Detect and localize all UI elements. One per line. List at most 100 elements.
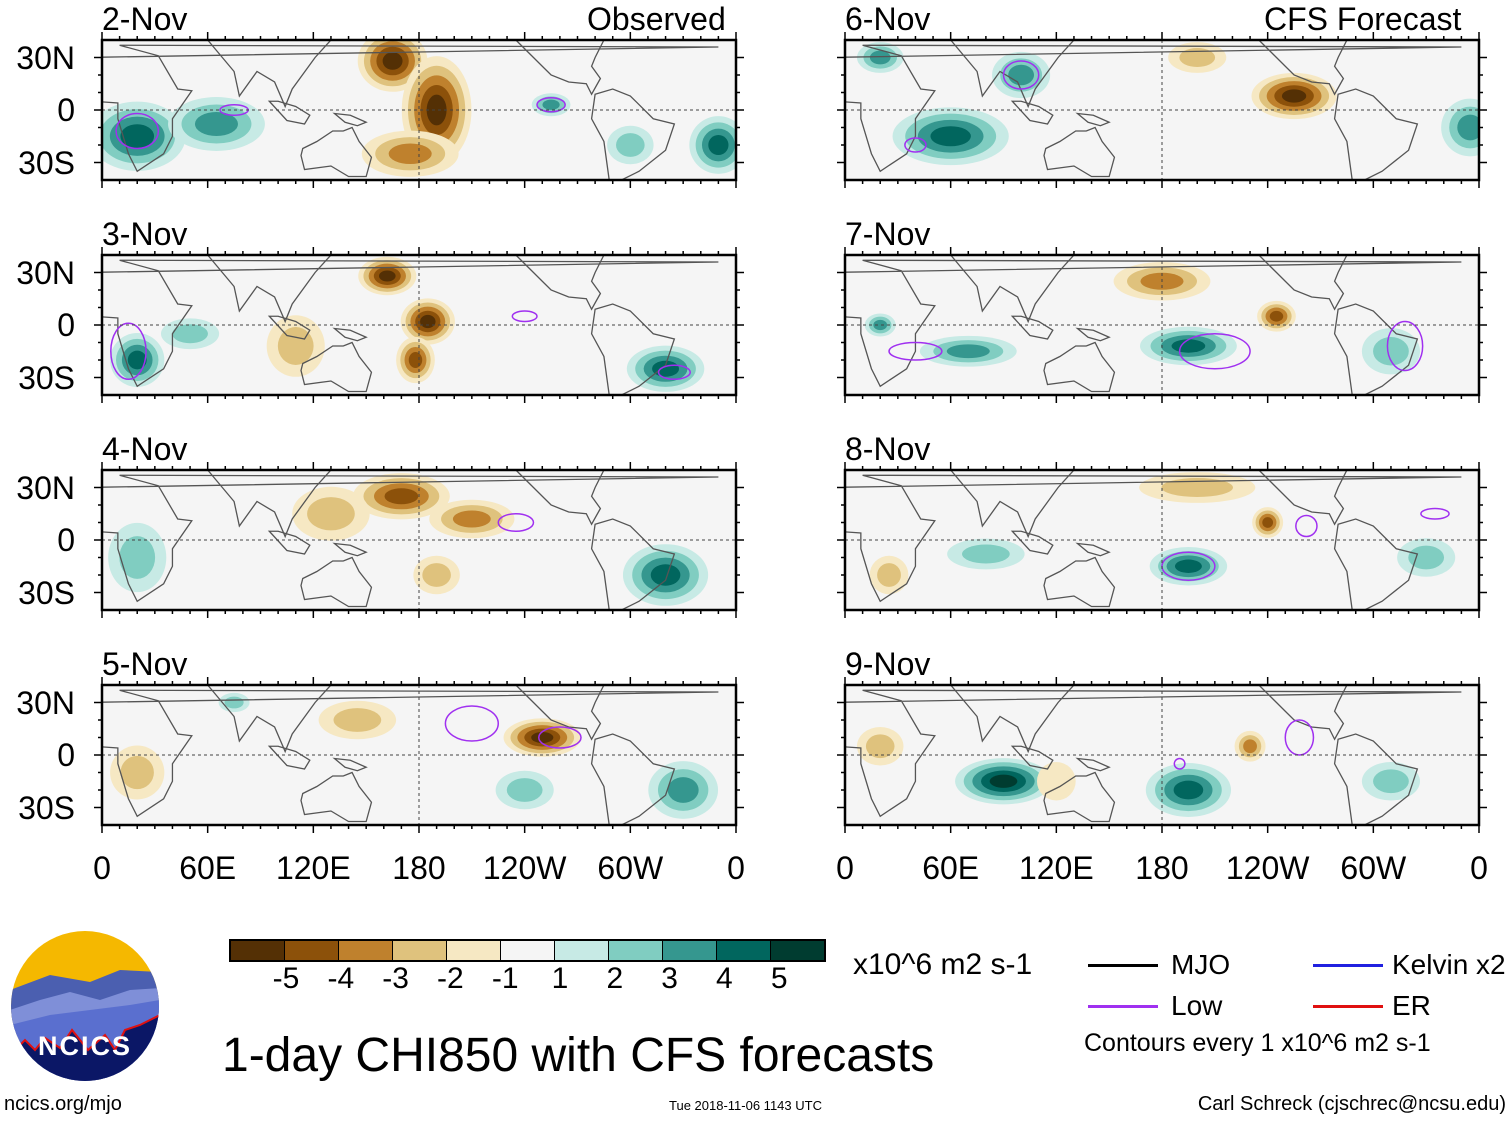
low-contour (444, 705, 500, 742)
anomaly-blob (1174, 559, 1202, 573)
anomaly-blob (426, 94, 447, 126)
coastline (1075, 757, 1111, 772)
colorbar-swatch (555, 941, 609, 960)
lon-label: 0 (93, 850, 111, 886)
anomaly-blob (542, 99, 560, 110)
legend-kelvin-label: Kelvin x2 (1392, 949, 1506, 980)
coastline (300, 771, 373, 823)
coastline (897, 40, 1075, 109)
coastline (1257, 255, 1348, 311)
lon-label: 0 (727, 850, 745, 886)
anomaly-blob (1281, 89, 1307, 103)
ncics-url[interactable]: ncics.org/mjo (4, 1093, 122, 1115)
lon-label: 60W (597, 850, 664, 886)
anomaly-blob (531, 732, 554, 743)
anomaly-blob (1173, 780, 1204, 800)
svg-text:NCICS: NCICS (38, 1031, 132, 1061)
coastline (1043, 341, 1116, 393)
low-contour (497, 513, 535, 532)
low-contour (110, 322, 147, 380)
anomaly-blob (172, 324, 208, 344)
panel-date-title: 5-Nov (102, 646, 188, 682)
low-contour (1002, 60, 1040, 90)
anomaly-blob (1161, 478, 1233, 497)
colorbar (229, 939, 826, 962)
lat-label: 30N (16, 469, 75, 506)
panel-date-title: 7-Nov (845, 216, 931, 252)
colorbar-swatch (663, 941, 717, 960)
coastline (267, 530, 311, 555)
colorbar-tick-label: -5 (272, 962, 300, 995)
lon-label: 120W (482, 850, 567, 886)
lon-label: 120E (275, 850, 351, 886)
anomaly-blob (1408, 545, 1445, 570)
panel-date-title: 4-Nov (102, 431, 188, 467)
coastline (1043, 771, 1116, 823)
anomaly-blob (1171, 339, 1206, 353)
colorbar-swatch (447, 941, 501, 960)
map-panel-2-Nov (94, 32, 744, 188)
lon-label: 60E (922, 850, 980, 886)
coastline (845, 44, 1462, 173)
ncics-logo: NCICS (11, 931, 159, 1081)
coastline (332, 757, 368, 772)
legend-mjo-label: MJO (1171, 949, 1231, 980)
lon-label: 120W (1225, 850, 1310, 886)
coastline (1257, 40, 1348, 96)
lat-label: 0 (57, 737, 75, 773)
map-panel-6-Nov (837, 32, 1487, 188)
figure-title: 1-day CHI850 with CFS forecasts (222, 1029, 935, 1082)
lat-label: 30N (16, 39, 75, 76)
colorbar-swatch (609, 941, 663, 960)
timestamp: Tue 2018-11-06 1143 UTC (669, 1098, 822, 1113)
coastline (1075, 542, 1111, 557)
lon-label: 0 (836, 850, 854, 886)
coastline (154, 470, 332, 539)
lon-label: 60W (1340, 850, 1407, 886)
colorbar-tick-label: 1 (551, 962, 569, 995)
anomaly-blob (382, 52, 403, 70)
lat-label: 30S (18, 789, 75, 826)
anomaly-blob (1179, 48, 1216, 67)
low-contour (536, 97, 566, 113)
anomaly-blob (708, 134, 729, 156)
map-panel-7-Nov (837, 247, 1487, 403)
coastline (514, 40, 605, 96)
coastline (1010, 530, 1054, 555)
colorbar-tick-label: -2 (437, 962, 464, 995)
anomaly-blob (1036, 762, 1076, 801)
coastline (102, 44, 719, 173)
colorbar-swatch (231, 941, 285, 960)
coastline (1010, 100, 1054, 125)
low-contour (1420, 507, 1450, 520)
lon-label: 60E (179, 850, 237, 886)
coastline (1333, 518, 1419, 610)
anomaly-blob (962, 544, 1010, 564)
anomaly-blob (422, 563, 451, 587)
anomaly-blob (1008, 64, 1035, 86)
low-contour (888, 341, 943, 361)
anomaly-blob (873, 319, 888, 331)
coastline (590, 303, 676, 395)
coastline (1257, 685, 1348, 741)
coastline (102, 259, 719, 388)
coastline (154, 685, 332, 754)
coastline (1010, 745, 1054, 770)
coastline (590, 518, 676, 610)
low-contour (538, 726, 582, 749)
anomaly-blob (506, 778, 543, 802)
colorbar-swatch (501, 941, 555, 960)
anomaly-blob (120, 124, 155, 149)
coastline (1333, 733, 1419, 825)
colorbar-tick-label: 2 (606, 962, 624, 995)
coastline (300, 556, 373, 608)
low-contour (1178, 333, 1251, 370)
colorbar-tick-label: 3 (661, 962, 678, 995)
coastline (590, 733, 676, 825)
coastline (332, 327, 368, 342)
anomaly-blob (869, 50, 891, 65)
anomaly-blob (1269, 310, 1284, 322)
anomaly-blob (989, 774, 1018, 788)
anomaly-blob (865, 734, 895, 759)
anomaly-blob (194, 112, 238, 136)
